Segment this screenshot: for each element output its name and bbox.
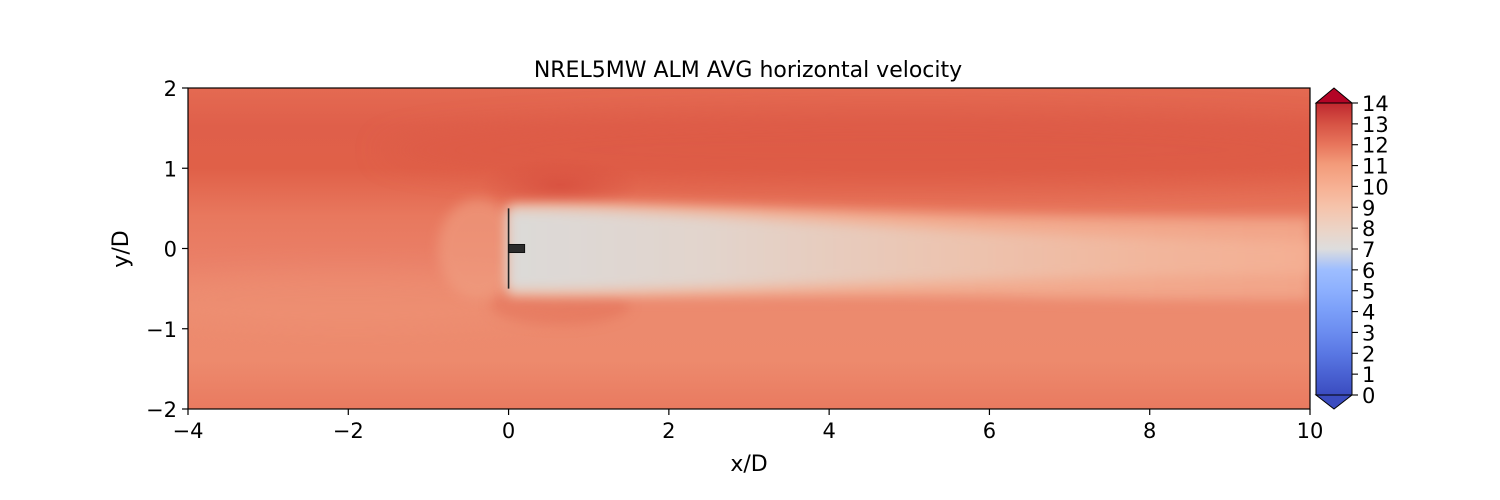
x-tick-label: 6 bbox=[983, 419, 996, 443]
x-tick-label: −2 bbox=[333, 419, 364, 443]
y-tick-label: −2 bbox=[146, 398, 177, 422]
colorbar-tick-label: 6 bbox=[1362, 259, 1375, 283]
colorbar-tick-label: 8 bbox=[1362, 217, 1375, 241]
x-tick-label: 0 bbox=[502, 419, 515, 443]
x-tick-label: 2 bbox=[662, 419, 675, 443]
y-tick-label: 0 bbox=[164, 238, 177, 262]
wake-core bbox=[508, 209, 1310, 291]
y-tick-label: 1 bbox=[164, 157, 177, 181]
y-tick-label: −1 bbox=[146, 318, 177, 342]
x-axis-label: x/D bbox=[730, 452, 767, 477]
colorbar-tick-label: 7 bbox=[1362, 238, 1375, 262]
y-axis-label: y/D bbox=[109, 230, 134, 267]
colorbar-tick-label: 14 bbox=[1362, 92, 1389, 116]
colorbar-tick-label: 12 bbox=[1362, 134, 1389, 158]
colorbar-tick-label: 10 bbox=[1362, 175, 1389, 199]
colorbar-tick-label: 0 bbox=[1362, 384, 1375, 408]
colorbar-tick-label: 2 bbox=[1362, 342, 1375, 366]
colorbar-tick-label: 4 bbox=[1362, 301, 1375, 325]
x-axis-ticks: −4 −2 0 2 4 6 8 10 bbox=[173, 409, 1324, 443]
upstream-induction bbox=[438, 199, 518, 299]
colorbar-extend-top bbox=[1314, 87, 1354, 104]
colorbar-tick-label: 11 bbox=[1362, 155, 1389, 179]
colorbar-tick-label: 13 bbox=[1362, 113, 1389, 137]
x-tick-label: −4 bbox=[173, 419, 204, 443]
colorbar-extend-bottom bbox=[1314, 394, 1354, 410]
x-tick-label: 10 bbox=[1297, 419, 1324, 443]
nacelle bbox=[508, 243, 526, 254]
colorbar-tick-label: 3 bbox=[1362, 321, 1375, 345]
x-tick-label: 4 bbox=[822, 419, 835, 443]
colorbar-tick-label: 9 bbox=[1362, 196, 1375, 220]
x-tick-label: 8 bbox=[1143, 419, 1156, 443]
colorbar-tick-label: 5 bbox=[1362, 280, 1375, 304]
tip-speedup-upper bbox=[480, 157, 640, 213]
plot-area bbox=[188, 88, 1310, 409]
colorbar-tick-label: 1 bbox=[1362, 363, 1375, 387]
y-axis-ticks: −2 −1 0 1 2 bbox=[146, 77, 188, 422]
y-tick-label: 2 bbox=[164, 77, 177, 101]
chart-title: NREL5MW ALM AVG horizontal velocity bbox=[534, 58, 962, 83]
colorbar-body bbox=[1315, 102, 1353, 396]
